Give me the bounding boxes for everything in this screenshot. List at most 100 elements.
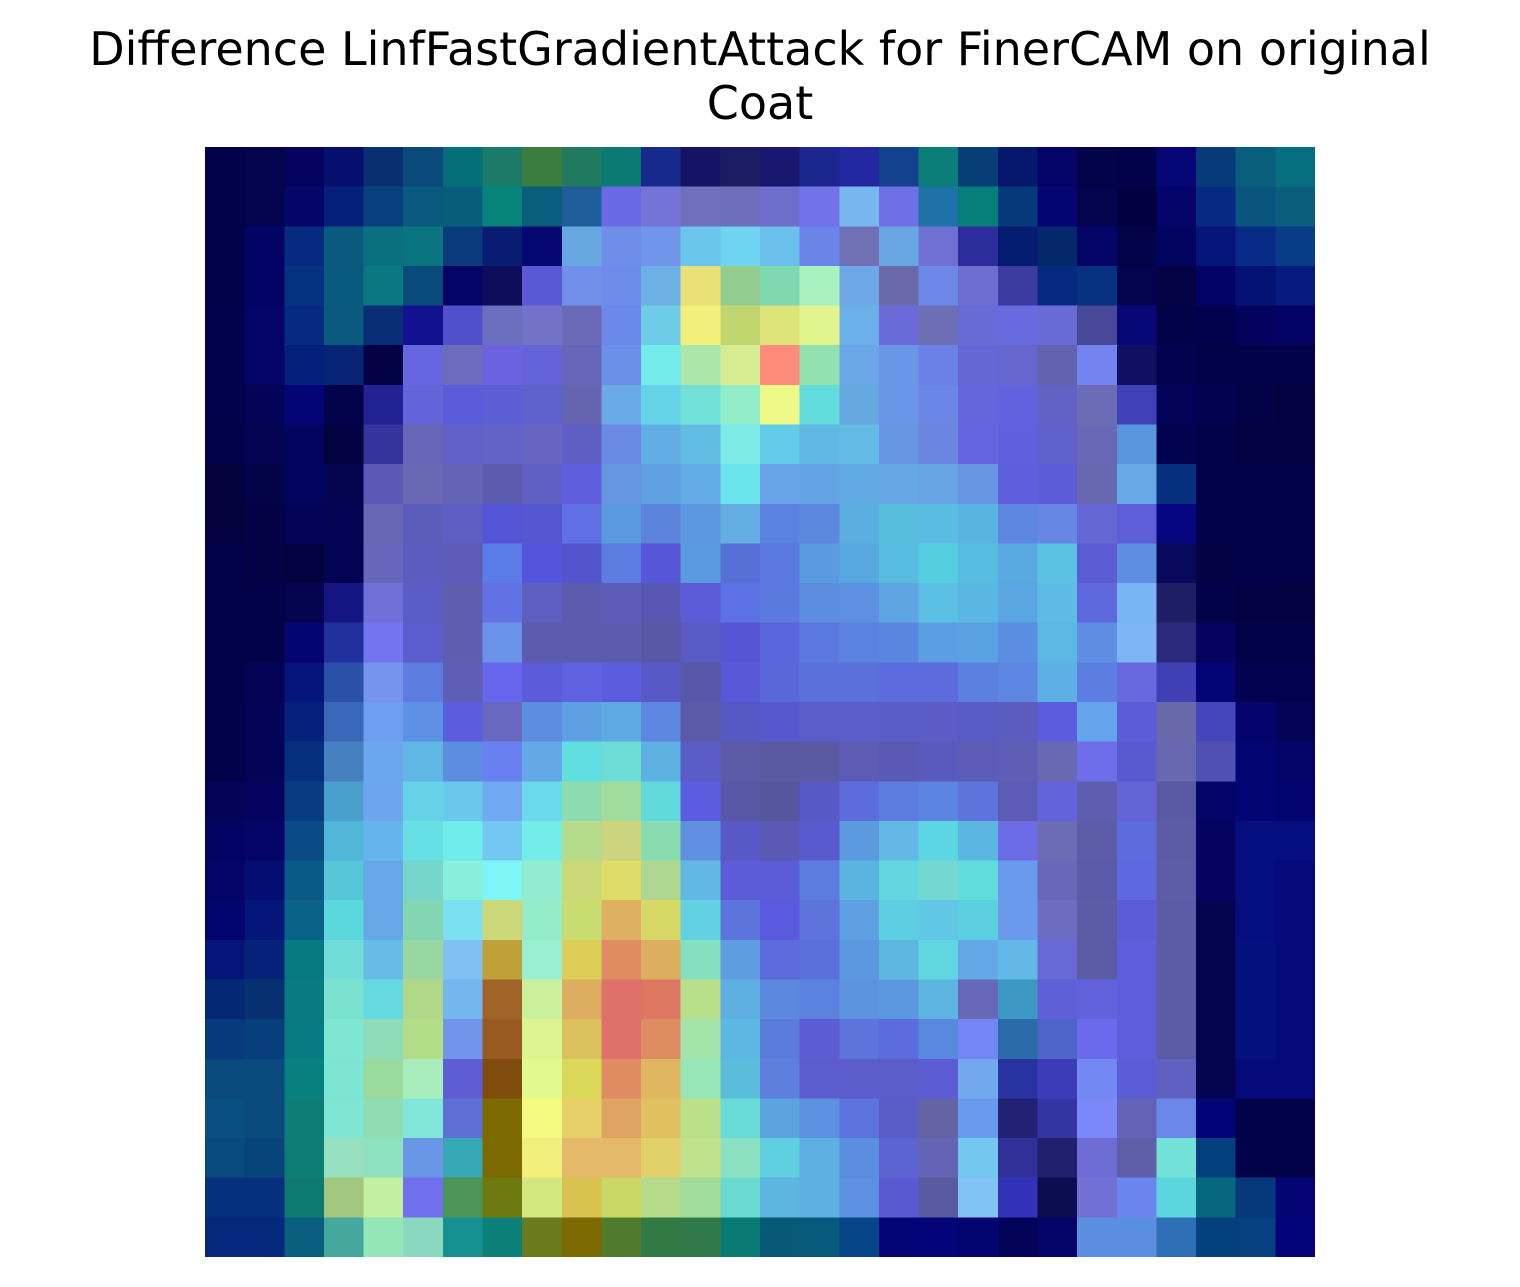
heatmap-cell bbox=[720, 384, 761, 426]
heatmap-cell bbox=[641, 622, 682, 664]
heatmap-cell bbox=[641, 820, 682, 862]
heatmap-cell bbox=[1196, 226, 1237, 267]
heatmap-cell bbox=[205, 265, 246, 307]
heatmap-cell bbox=[760, 503, 801, 545]
heatmap-cell bbox=[918, 464, 960, 505]
heatmap-cell bbox=[918, 979, 960, 1020]
heatmap-cell bbox=[284, 265, 325, 307]
heatmap-cell bbox=[680, 384, 722, 426]
heatmap-cell bbox=[1077, 702, 1118, 743]
heatmap-cell bbox=[1156, 305, 1197, 347]
heatmap-cell bbox=[680, 265, 722, 307]
heatmap-cell bbox=[918, 702, 960, 743]
heatmap-cell bbox=[1235, 384, 1277, 426]
heatmap-cell bbox=[918, 583, 960, 624]
heatmap-cell bbox=[284, 1217, 325, 1257]
heatmap-cell bbox=[720, 503, 761, 545]
heatmap-cell bbox=[561, 662, 603, 703]
heatmap-cell bbox=[680, 1217, 722, 1257]
heatmap-cell bbox=[760, 186, 801, 228]
heatmap-cell bbox=[1077, 1098, 1118, 1139]
heatmap-cell bbox=[482, 781, 523, 822]
heatmap-cell bbox=[205, 1138, 246, 1179]
heatmap-cell bbox=[1275, 939, 1315, 981]
heatmap-cell bbox=[641, 583, 682, 624]
heatmap-cell bbox=[918, 147, 960, 188]
heatmap-cell bbox=[244, 464, 286, 505]
heatmap-cell bbox=[284, 702, 325, 743]
heatmap-cell bbox=[601, 226, 642, 267]
heatmap-cell bbox=[403, 662, 444, 703]
heatmap-cell bbox=[482, 583, 523, 624]
heatmap-cell bbox=[205, 147, 246, 188]
heatmap-cell bbox=[442, 384, 484, 426]
heatmap-cell bbox=[878, 860, 920, 902]
heatmap-cell bbox=[1116, 1098, 1158, 1139]
heatmap-cell bbox=[1116, 1138, 1158, 1179]
heatmap-cell bbox=[839, 939, 880, 981]
heatmap-cell bbox=[561, 1098, 603, 1139]
heatmap-cell bbox=[641, 1058, 682, 1100]
heatmap-cell bbox=[1156, 1058, 1197, 1100]
heatmap-cell bbox=[997, 662, 1039, 703]
heatmap-cell bbox=[878, 939, 920, 981]
heatmap-cell bbox=[839, 503, 880, 545]
heatmap-cell bbox=[680, 741, 722, 783]
heatmap-cell bbox=[442, 265, 484, 307]
heatmap-cell bbox=[522, 226, 563, 267]
heatmap-cell bbox=[1196, 702, 1237, 743]
heatmap-cell bbox=[958, 1177, 999, 1219]
heatmap-cell bbox=[482, 662, 523, 703]
heatmap-cell bbox=[918, 820, 960, 862]
heatmap-cell bbox=[839, 1217, 880, 1257]
heatmap-cell bbox=[641, 1177, 682, 1219]
heatmap-cell bbox=[997, 1138, 1039, 1179]
heatmap-cell bbox=[522, 1019, 563, 1060]
heatmap-plot bbox=[205, 147, 1315, 1257]
heatmap-cell bbox=[878, 424, 920, 465]
heatmap-cell bbox=[799, 1217, 841, 1257]
heatmap-cell bbox=[284, 583, 325, 624]
heatmap-cell bbox=[1196, 1177, 1237, 1219]
heatmap-cell bbox=[284, 147, 325, 188]
heatmap-cell bbox=[641, 345, 682, 386]
heatmap-cell bbox=[205, 226, 246, 267]
heatmap-cell bbox=[997, 464, 1039, 505]
heatmap-cell bbox=[561, 1058, 603, 1100]
heatmap-cell bbox=[680, 622, 722, 664]
heatmap-cell bbox=[878, 503, 920, 545]
heatmap-cell bbox=[1235, 226, 1277, 267]
heatmap-cell bbox=[958, 1058, 999, 1100]
heatmap-cell bbox=[1116, 226, 1158, 267]
heatmap-cell bbox=[323, 979, 365, 1020]
heatmap-cell bbox=[1077, 226, 1118, 267]
heatmap-cell bbox=[1156, 1098, 1197, 1139]
heatmap-cell bbox=[482, 741, 523, 783]
heatmap-cell bbox=[1235, 265, 1277, 307]
heatmap-cell bbox=[799, 820, 841, 862]
heatmap-cell bbox=[997, 1098, 1039, 1139]
heatmap-cell bbox=[799, 741, 841, 783]
heatmap-cell bbox=[1196, 265, 1237, 307]
heatmap-cell bbox=[403, 900, 444, 941]
heatmap-cell bbox=[284, 1098, 325, 1139]
heatmap-cell bbox=[958, 503, 999, 545]
heatmap-cell bbox=[1116, 939, 1158, 981]
heatmap-cell bbox=[205, 781, 246, 822]
heatmap-cell bbox=[1037, 583, 1078, 624]
heatmap-cell bbox=[1037, 1058, 1078, 1100]
heatmap-cell bbox=[918, 543, 960, 584]
heatmap-cell bbox=[205, 1177, 246, 1219]
heatmap-cell bbox=[482, 503, 523, 545]
heatmap-cell bbox=[1235, 1019, 1277, 1060]
heatmap-cell bbox=[997, 900, 1039, 941]
heatmap-cell bbox=[680, 1058, 722, 1100]
heatmap-cell bbox=[1235, 1177, 1277, 1219]
heatmap-cell bbox=[403, 186, 444, 228]
heatmap-cell bbox=[1116, 900, 1158, 941]
heatmap-cell bbox=[1156, 503, 1197, 545]
heatmap-cell bbox=[403, 503, 444, 545]
heatmap-cell bbox=[561, 305, 603, 347]
heatmap-cell bbox=[363, 860, 405, 902]
heatmap-cell bbox=[1037, 384, 1078, 426]
